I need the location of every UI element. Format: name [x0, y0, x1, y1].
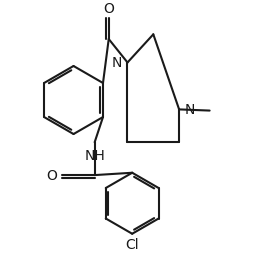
Text: O: O [46, 168, 57, 182]
Text: O: O [103, 2, 114, 16]
Text: Cl: Cl [125, 237, 138, 251]
Text: N: N [184, 103, 195, 117]
Text: N: N [111, 56, 121, 70]
Text: NH: NH [84, 149, 105, 163]
